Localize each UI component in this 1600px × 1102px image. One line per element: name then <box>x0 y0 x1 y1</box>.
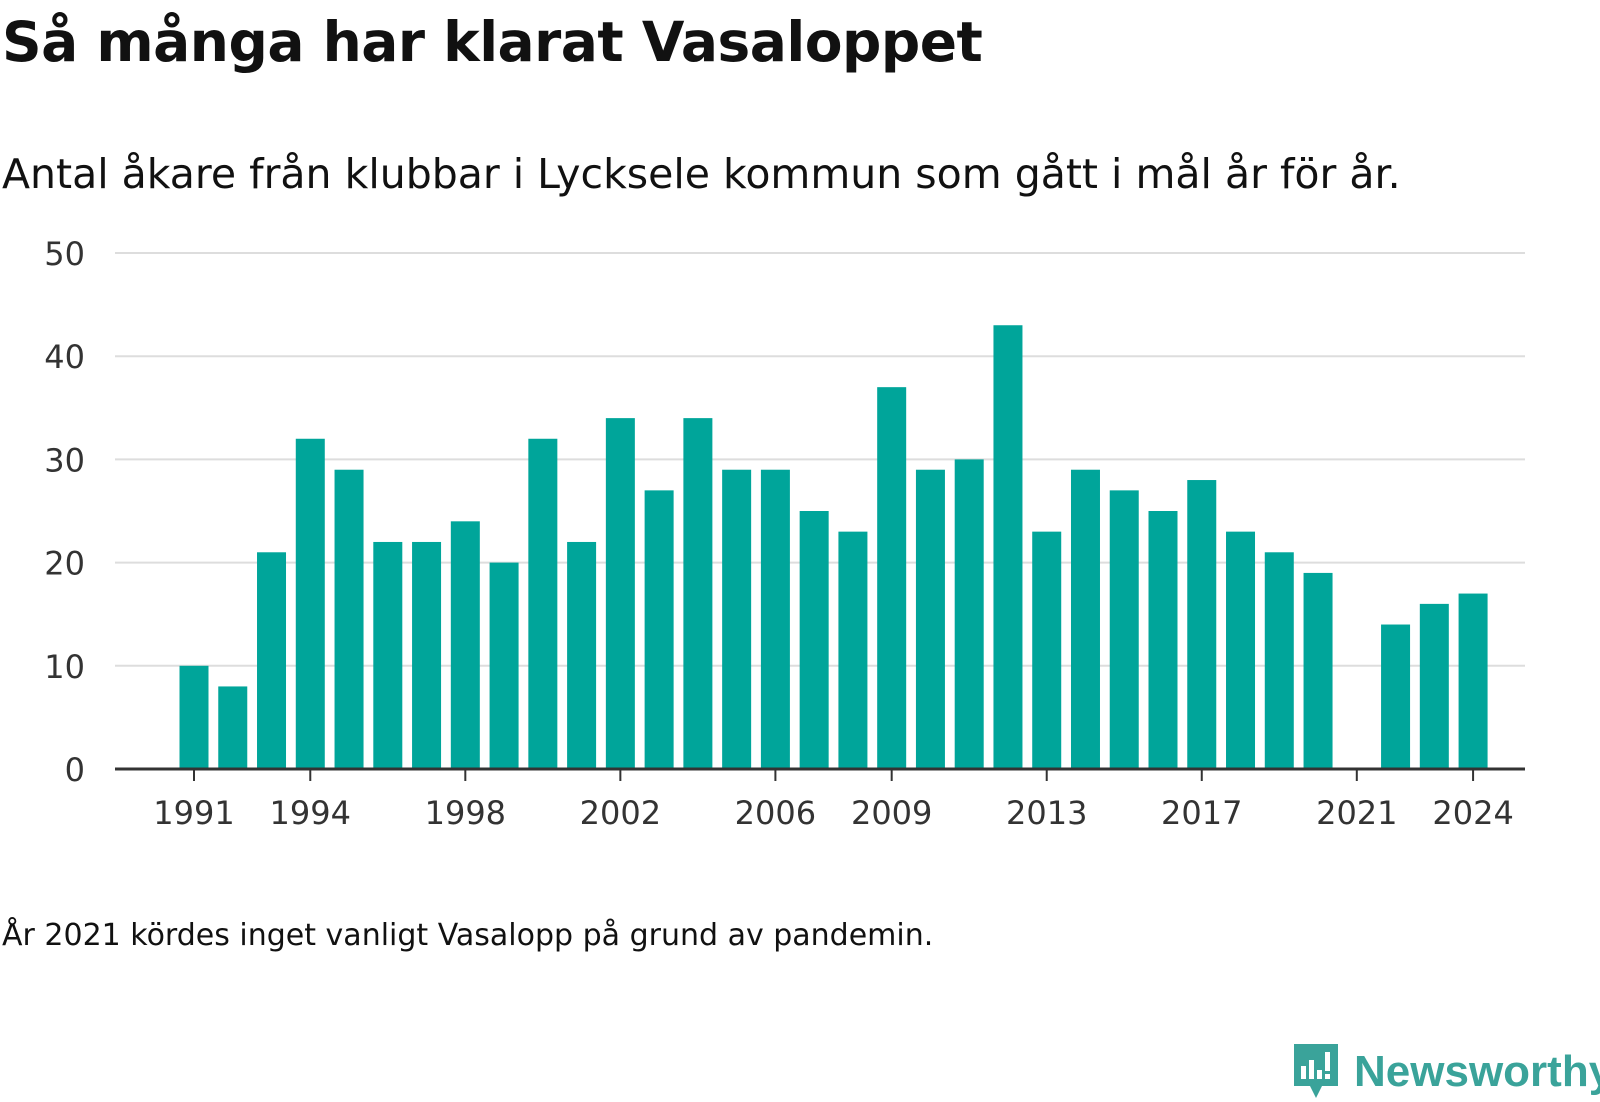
bar-2011 <box>954 459 984 769</box>
bar-2008 <box>838 531 868 769</box>
x-tick-label: 2002 <box>580 794 661 832</box>
bar-2017 <box>1187 480 1217 769</box>
chart-title: Så många har klarat Vasaloppet <box>2 10 983 74</box>
newsworthy-logo: Newsworthy <box>1290 1042 1600 1102</box>
x-tick-label: 2009 <box>851 794 932 832</box>
y-tick-label: 10 <box>44 648 85 686</box>
x-tick-label: 2006 <box>735 794 816 832</box>
bar-2018 <box>1226 531 1256 769</box>
bar-2006 <box>760 469 790 769</box>
y-tick-label: 40 <box>44 338 85 376</box>
x-tick-label: 2024 <box>1432 794 1513 832</box>
y-tick-label: 50 <box>44 235 85 273</box>
logo-text: Newsworthy <box>1354 1047 1600 1096</box>
bar-2023 <box>1419 603 1449 769</box>
bar-2012 <box>993 325 1023 769</box>
y-tick-label: 20 <box>44 545 85 583</box>
bar-chart: 0 10 20 30 40 50 1991 1994 1998 2002 2006 2009 2013… <box>44 235 1525 832</box>
bar-2004 <box>683 418 713 769</box>
x-tick-label: 2013 <box>1006 794 1087 832</box>
bar-1998 <box>450 521 480 769</box>
x-axis <box>115 767 1525 781</box>
bar-2009 <box>877 387 907 769</box>
y-axis-labels: 0 10 20 30 40 50 <box>44 235 85 789</box>
bar-1991 <box>179 665 209 769</box>
bar-2001 <box>567 541 597 769</box>
bar-2002 <box>605 418 635 769</box>
bar-2010 <box>915 469 945 769</box>
bar-2013 <box>1032 531 1062 769</box>
bar-1996 <box>373 541 403 769</box>
x-axis-labels: 1991 1994 1998 2002 2006 2009 2013 2017 2021 2024 <box>153 794 1514 832</box>
newsworthy-logo-icon <box>1294 1044 1338 1098</box>
bar-2016 <box>1148 511 1178 769</box>
y-tick-label: 0 <box>65 751 85 789</box>
chart-subtitle: Antal åkare från klubbar i Lycksele komm… <box>2 150 1401 198</box>
x-tick-label: 1991 <box>153 794 234 832</box>
bar-2007 <box>799 511 829 769</box>
x-tick-label: 2021 <box>1316 794 1397 832</box>
bar-2022 <box>1381 624 1411 769</box>
bar-1999 <box>489 562 519 769</box>
bar-2019 <box>1264 552 1294 769</box>
bar-2015 <box>1109 490 1139 769</box>
y-tick-label: 30 <box>44 441 85 479</box>
bar-2014 <box>1070 469 1100 769</box>
bar-1992 <box>218 686 248 769</box>
bars <box>179 325 1488 769</box>
bar-2005 <box>722 469 752 769</box>
bar-2003 <box>644 490 674 769</box>
bar-1997 <box>412 541 442 769</box>
bar-2020 <box>1303 572 1333 769</box>
bar-1993 <box>257 552 287 769</box>
bar-1995 <box>334 469 364 769</box>
bar-2024 <box>1458 593 1488 769</box>
x-tick-label: 2017 <box>1161 794 1242 832</box>
x-tick-label: 1998 <box>425 794 506 832</box>
x-tick-label: 1994 <box>270 794 351 832</box>
bar-2000 <box>528 438 558 769</box>
footnote: År 2021 kördes inget vanligt Vasalopp på… <box>2 918 934 953</box>
bar-1994 <box>295 438 325 769</box>
